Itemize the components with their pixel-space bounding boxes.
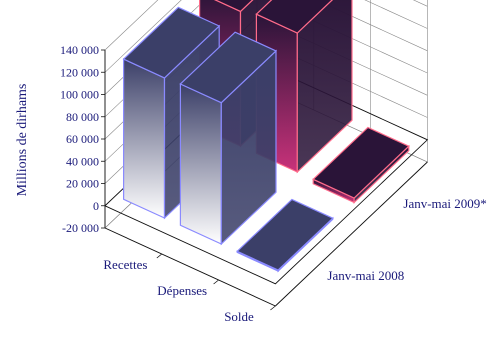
bar-top xyxy=(122,6,221,79)
gridline xyxy=(104,0,159,51)
x-axis xyxy=(104,227,276,307)
x-tick xyxy=(213,279,219,285)
y-tick-label: 0 xyxy=(93,199,99,213)
bar-janv-mai-2009--solde xyxy=(312,126,410,204)
x-tick xyxy=(156,253,163,259)
bar-top xyxy=(255,0,333,34)
category-label: Solde xyxy=(224,309,254,324)
bar-top xyxy=(179,31,278,104)
series-labels: Janv-mai 2008 Janv-mai 2009* xyxy=(327,196,486,283)
y-tick-label: 40 000 xyxy=(66,154,99,168)
y-tick-label: -20 000 xyxy=(62,221,99,235)
y-tick-label: 80 000 xyxy=(66,110,99,124)
gridline xyxy=(104,0,428,73)
y-axis-label: Millions de dirhams xyxy=(15,84,30,197)
bar-side xyxy=(296,0,353,174)
y-tick-labels: 140 000 120 000 100 000 80 000 60 000 40 000 2… xyxy=(60,43,105,235)
category-labels: Recettes Dépenses Solde xyxy=(103,253,276,324)
bar-top xyxy=(214,0,254,13)
bar-front xyxy=(122,58,166,219)
bar-janv-mai-2008-solde xyxy=(236,198,334,273)
y-tick-label: 100 000 xyxy=(60,88,99,102)
bar-top xyxy=(236,198,334,271)
series-label: Janv-mai 2008 xyxy=(327,268,404,283)
bars xyxy=(122,0,410,273)
category-label: Dépenses xyxy=(157,283,207,298)
depth-axis xyxy=(275,161,428,307)
bar-front xyxy=(179,83,222,245)
x-tick xyxy=(270,305,276,311)
y-tick-label: 20 000 xyxy=(66,177,99,191)
bar-top xyxy=(312,126,410,199)
bar-janv-mai-2008-dépenses xyxy=(179,31,278,246)
series-label: Janv-mai 2009* xyxy=(403,196,486,211)
y-tick-label: 140 000 xyxy=(60,43,99,57)
y-tick-label: 120 000 xyxy=(60,65,99,79)
y-tick-label: 60 000 xyxy=(66,132,99,146)
category-label: Recettes xyxy=(103,257,147,272)
